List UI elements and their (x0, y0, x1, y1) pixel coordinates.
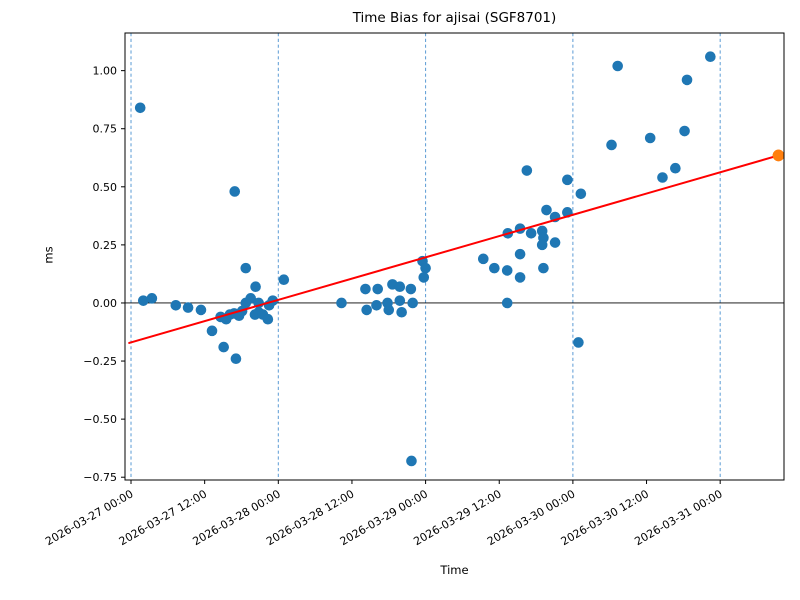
y-tick-label: 0.00 (93, 297, 118, 310)
data-point (396, 306, 407, 318)
data-point (146, 293, 158, 304)
data-point (394, 281, 406, 293)
data-point (705, 51, 716, 62)
plot-area (125, 33, 784, 480)
data-point (549, 237, 561, 248)
y-tick-label: 1.00 (93, 65, 118, 78)
highlight-point (772, 149, 785, 162)
y-tick-label: 0.75 (93, 123, 118, 136)
data-point (406, 455, 417, 467)
data-point (405, 283, 417, 295)
data-point (525, 227, 537, 239)
data-point (182, 302, 194, 313)
data-point (477, 253, 489, 265)
y-tick-label: −0.25 (83, 355, 117, 368)
y-tick-label: −0.75 (83, 471, 117, 484)
data-point (240, 262, 252, 274)
data-point (679, 125, 690, 137)
data-point (230, 353, 242, 365)
data-point (521, 165, 533, 176)
data-point (218, 341, 229, 353)
data-point (681, 74, 693, 86)
data-point (501, 297, 513, 309)
axes-frame (124, 32, 785, 481)
data-point (573, 337, 584, 348)
data-point (538, 262, 549, 274)
data-point (262, 313, 274, 325)
y-tick-label: 0.50 (93, 181, 118, 194)
data-point (420, 262, 431, 274)
data-point (383, 304, 395, 316)
data-point (657, 172, 668, 183)
data-point (134, 102, 146, 114)
data-point (536, 239, 548, 251)
chart-title: Time Bias for ajisai (SGF8701) (352, 10, 557, 26)
data-point (206, 325, 218, 337)
data-point (575, 188, 587, 200)
data-point (501, 265, 513, 276)
data-point (514, 248, 526, 260)
y-tick-label: 0.25 (93, 239, 118, 252)
data-point (195, 304, 207, 316)
data-point (137, 295, 149, 306)
data-point (361, 304, 372, 316)
data-point (418, 272, 430, 283)
data-point (514, 272, 526, 283)
data-point (229, 186, 241, 197)
y-tick-label: −0.50 (83, 413, 117, 426)
trend-line (128, 154, 780, 344)
data-point (644, 132, 656, 144)
data-point (612, 60, 623, 72)
data-point (670, 162, 681, 174)
data-point (278, 274, 290, 286)
data-point (170, 299, 182, 311)
data-point (562, 174, 573, 186)
data-point (541, 204, 552, 216)
data-point (372, 283, 384, 295)
data-point (250, 281, 261, 293)
y-axis-label: ms (41, 246, 56, 264)
data-point (371, 299, 382, 311)
data-point (245, 293, 256, 304)
data-point (407, 297, 419, 309)
data-point (360, 283, 371, 295)
data-point (394, 295, 406, 306)
data-point (606, 139, 617, 151)
data-point (336, 297, 347, 309)
x-axis-label: Time (440, 563, 469, 577)
data-point (489, 262, 500, 274)
